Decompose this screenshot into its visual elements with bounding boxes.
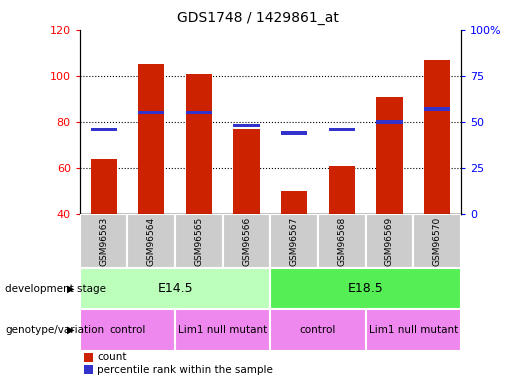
FancyBboxPatch shape [80, 268, 270, 309]
FancyBboxPatch shape [175, 309, 270, 351]
Bar [376, 97, 403, 214]
FancyBboxPatch shape [80, 309, 175, 351]
Bar [186, 74, 212, 214]
Text: ▶: ▶ [67, 325, 75, 335]
Text: E18.5: E18.5 [348, 282, 384, 295]
FancyBboxPatch shape [270, 268, 461, 309]
FancyBboxPatch shape [222, 214, 270, 268]
Text: Lim1 null mutant: Lim1 null mutant [178, 325, 267, 335]
FancyBboxPatch shape [366, 309, 461, 351]
Bar [91, 128, 117, 131]
Text: development stage: development stage [5, 284, 106, 294]
FancyBboxPatch shape [413, 214, 461, 268]
FancyBboxPatch shape [366, 214, 413, 268]
Bar [329, 165, 355, 214]
Text: control: control [300, 325, 336, 335]
FancyBboxPatch shape [270, 214, 318, 268]
Bar [83, 353, 93, 362]
FancyBboxPatch shape [318, 214, 366, 268]
FancyBboxPatch shape [270, 309, 366, 351]
Text: GSM96563: GSM96563 [99, 216, 108, 266]
Bar [138, 111, 164, 114]
Bar [281, 131, 307, 135]
Text: percentile rank within the sample: percentile rank within the sample [97, 364, 273, 375]
Bar [281, 191, 307, 214]
FancyBboxPatch shape [175, 214, 222, 268]
Bar [424, 107, 450, 111]
Text: E14.5: E14.5 [157, 282, 193, 295]
Text: control: control [109, 325, 146, 335]
Text: GSM96567: GSM96567 [290, 216, 299, 266]
Text: GSM96570: GSM96570 [433, 216, 441, 266]
FancyBboxPatch shape [128, 214, 175, 268]
Bar [376, 120, 403, 124]
Text: GSM96566: GSM96566 [242, 216, 251, 266]
Bar [233, 124, 260, 127]
Text: GSM96569: GSM96569 [385, 216, 394, 266]
Bar [424, 60, 450, 214]
Text: ▶: ▶ [67, 284, 75, 294]
Text: count: count [97, 352, 127, 363]
Bar [329, 128, 355, 131]
Bar [186, 111, 212, 114]
Text: GSM96564: GSM96564 [147, 216, 156, 266]
Text: GDS1748 / 1429861_at: GDS1748 / 1429861_at [177, 11, 338, 25]
Text: GSM96565: GSM96565 [195, 216, 203, 266]
Bar [91, 159, 117, 214]
Bar [138, 64, 164, 214]
Bar [233, 129, 260, 214]
Text: Lim1 null mutant: Lim1 null mutant [369, 325, 458, 335]
Text: GSM96568: GSM96568 [337, 216, 346, 266]
Text: genotype/variation: genotype/variation [5, 325, 104, 335]
Bar [83, 365, 93, 374]
FancyBboxPatch shape [80, 214, 128, 268]
